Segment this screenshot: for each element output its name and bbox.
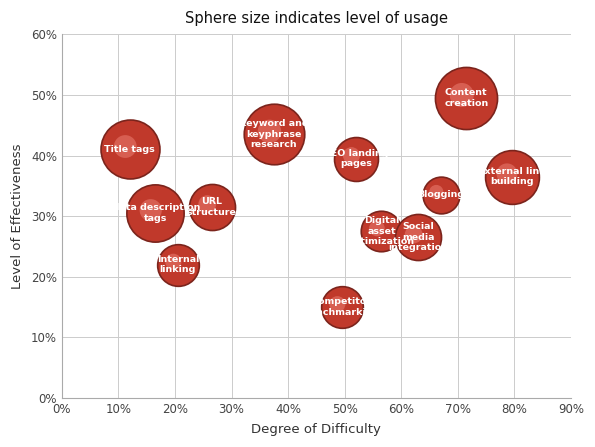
Text: Social
media
integration: Social media integration: [388, 223, 448, 252]
Text: Digital
asset
optimization: Digital asset optimization: [348, 216, 415, 246]
Point: [347, 152, 356, 159]
Text: SEO landing
pages: SEO landing pages: [324, 149, 389, 168]
Title: Sphere size indicates level of usage: Sphere size indicates level of usage: [185, 11, 448, 26]
Point: [125, 146, 134, 153]
Point: [265, 128, 274, 135]
Point: [202, 201, 212, 208]
Point: [502, 170, 512, 177]
Point: [436, 191, 446, 198]
X-axis label: Degree of Difficulty: Degree of Difficulty: [252, 423, 381, 436]
Point: [377, 228, 386, 235]
Point: [351, 155, 361, 162]
Point: [207, 203, 217, 211]
Point: [409, 231, 418, 238]
Point: [414, 234, 423, 241]
Point: [462, 94, 471, 101]
Point: [507, 173, 516, 180]
Point: [173, 261, 183, 268]
Text: Keyword and
keyphrase
research: Keyword and keyphrase research: [239, 119, 309, 149]
Point: [151, 210, 160, 217]
Text: URL
structure: URL structure: [187, 198, 237, 217]
Point: [146, 207, 155, 214]
Point: [431, 189, 441, 196]
Point: [269, 131, 278, 138]
Point: [372, 225, 381, 232]
Text: Blogging: Blogging: [417, 190, 464, 199]
Text: Title tags: Title tags: [104, 145, 155, 154]
Text: Meta description
tags: Meta description tags: [110, 203, 201, 223]
Y-axis label: Level of Effectiveness: Level of Effectiveness: [11, 143, 24, 289]
Text: External link
building: External link building: [478, 167, 546, 186]
Point: [121, 143, 130, 150]
Point: [333, 301, 342, 308]
Point: [337, 304, 347, 311]
Text: Content
creation: Content creation: [444, 88, 488, 108]
Text: Internal
linking: Internal linking: [156, 255, 199, 274]
Text: Competitor
benchmarking: Competitor benchmarking: [303, 297, 380, 317]
Point: [457, 91, 466, 98]
Point: [168, 258, 178, 266]
